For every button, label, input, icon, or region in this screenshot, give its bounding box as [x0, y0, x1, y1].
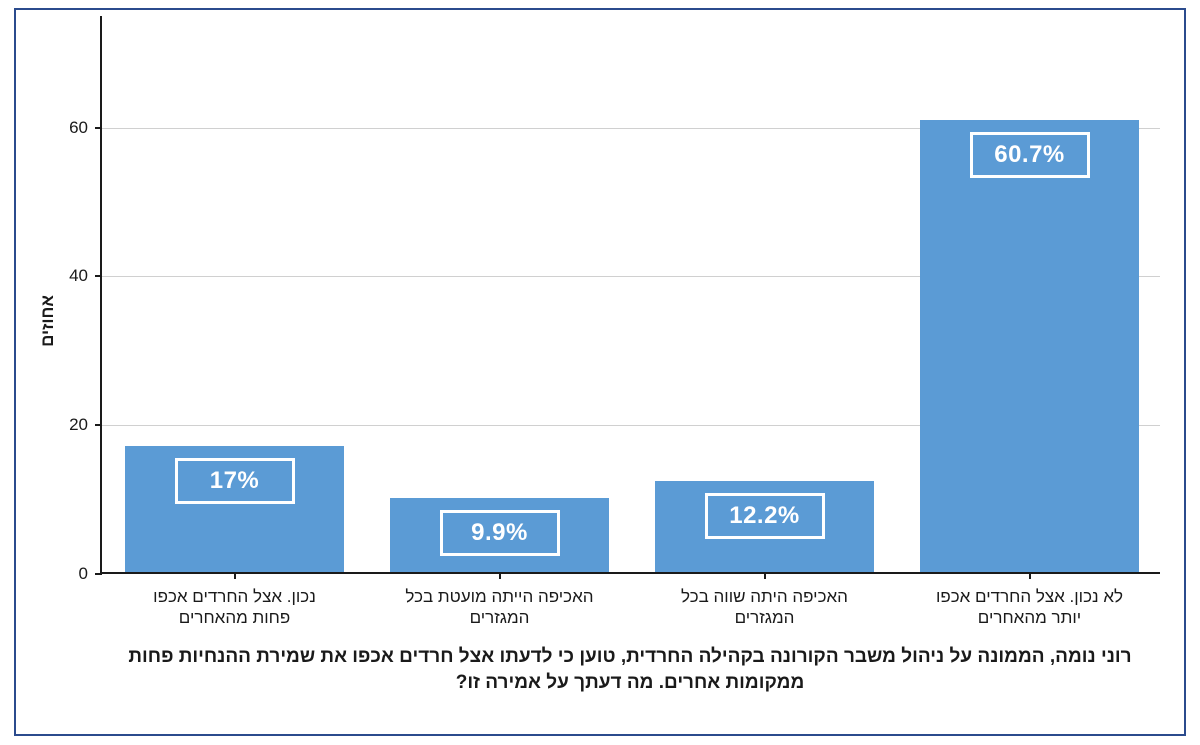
bar-value-label: 9.9% — [440, 510, 560, 556]
x-category-label-line: המגזרים — [470, 608, 530, 627]
plot-area: 020406017%נכון. אצל החרדים אכפופחות מהאח… — [100, 16, 1160, 574]
x-category-label: האכיפה היתה שווה בכל המגזרים — [632, 572, 897, 629]
x-category-label: נכון. אצל החרדים אכפו פחות מהאחרים — [102, 572, 367, 629]
bar-value-label: 60.7% — [970, 132, 1090, 178]
x-category-label-line: המגזרים — [735, 608, 795, 627]
x-category-label-line: פחות מהאחרים — [179, 608, 290, 627]
bar-value-label: 17% — [175, 458, 295, 504]
x-axis-title-line2: ממקומות אחרים. מה דעתך על אמירה זו? — [456, 672, 805, 693]
x-axis-title-line1: רוני נומה, הממונה על ניהול משבר הקורונה … — [128, 646, 1131, 667]
y-tick-label: 0 — [79, 564, 88, 584]
x-category-label-line: האכיפה הייתה מועטת בכל — [405, 587, 593, 606]
x-axis-title: רוני נומה, הממונה על ניהול משבר הקורונה … — [100, 644, 1160, 695]
y-tick-mark — [95, 573, 102, 575]
x-category-label: האכיפה הייתה מועטת בכל המגזרים — [367, 572, 632, 629]
y-tick-mark — [95, 127, 102, 129]
y-tick-label: 40 — [69, 266, 88, 286]
x-category-label-line: נכון. אצל החרדים אכפו — [153, 587, 316, 606]
x-category-label-line: יותר מהאחרים — [978, 608, 1081, 627]
y-tick-mark — [95, 424, 102, 426]
y-tick-mark — [95, 275, 102, 277]
bar-value-label: 12.2% — [705, 493, 825, 539]
y-tick-label: 20 — [69, 415, 88, 435]
y-axis-title: אחוזים — [38, 295, 58, 347]
x-category-label: לא נכון. אצל החרדים אכפו יותר מהאחרים — [897, 572, 1162, 629]
bar — [920, 120, 1140, 572]
y-tick-label: 60 — [69, 118, 88, 138]
x-category-label-line: לא נכון. אצל החרדים אכפו — [936, 587, 1123, 606]
x-category-label-line: האכיפה היתה שווה בכל — [681, 587, 848, 606]
chart-frame: 0 20 40 60 17% נכון. אצל החרדים אכפו פחות מהאח… — [14, 8, 1186, 736]
